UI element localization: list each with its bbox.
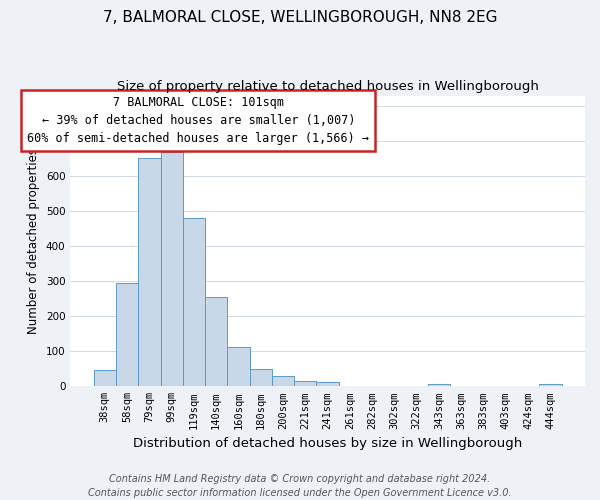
Bar (250, 370, 272, 386)
Text: Contains HM Land Registry data © Crown copyright and database right 2024.
Contai: Contains HM Land Registry data © Crown c… (88, 474, 512, 498)
Bar (116, 283, 138, 387)
Bar (94, 370, 116, 386)
Bar (539, 384, 562, 386)
Bar (227, 346, 250, 387)
Title: Size of property relative to detached houses in Wellingborough: Size of property relative to detached ho… (116, 80, 539, 93)
Bar (428, 384, 450, 386)
Bar (316, 382, 339, 386)
X-axis label: Distribution of detached houses by size in Wellingborough: Distribution of detached houses by size … (133, 437, 522, 450)
Bar (138, 158, 161, 386)
Text: 7 BALMORAL CLOSE: 101sqm
← 39% of detached houses are smaller (1,007)
60% of sem: 7 BALMORAL CLOSE: 101sqm ← 39% of detach… (28, 96, 370, 145)
Y-axis label: Number of detached properties: Number of detached properties (27, 148, 40, 334)
Bar (294, 381, 316, 386)
Bar (183, 218, 205, 386)
Text: 7, BALMORAL CLOSE, WELLINGBOROUGH, NN8 2EG: 7, BALMORAL CLOSE, WELLINGBOROUGH, NN8 2… (103, 10, 497, 25)
Bar (161, 152, 183, 386)
Bar (205, 298, 227, 386)
Bar (272, 376, 294, 386)
